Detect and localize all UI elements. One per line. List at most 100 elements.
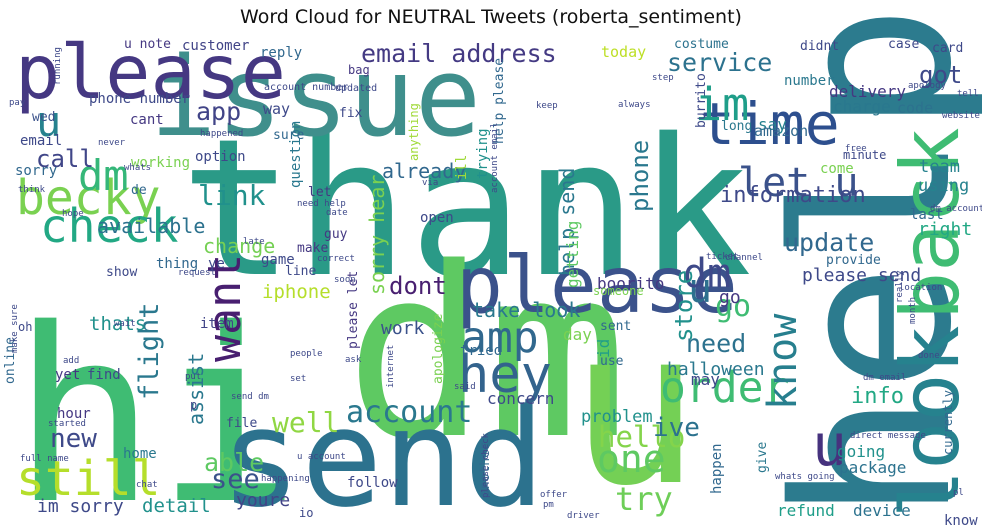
word-update: update (784, 228, 874, 257)
word-sorry-hear: sorry hear (365, 175, 389, 295)
word-new: new (50, 424, 97, 454)
word-work: work (381, 318, 425, 339)
word-right: right (918, 219, 972, 240)
word-know: know (944, 513, 978, 527)
word-service: service (667, 48, 772, 77)
word-show: show (106, 265, 137, 280)
word-youre: youre (236, 490, 290, 511)
word-someone: someone (593, 284, 644, 298)
word-thank: thank (180, 98, 752, 319)
word-dm-email: dm email (863, 373, 906, 383)
word-way: way (263, 100, 290, 118)
word-look: look (884, 325, 977, 518)
word-help-please: help please (492, 58, 507, 144)
word-channel: channel (725, 253, 763, 263)
word-make-sure: make sure (10, 304, 20, 353)
word-another: another (478, 442, 493, 497)
word-io: io (299, 506, 313, 520)
word-sorry: sorry (15, 163, 57, 179)
word-becky: becky (16, 170, 161, 226)
word-may: may (691, 370, 720, 389)
word-people: people (290, 349, 323, 359)
word-always: always (618, 100, 651, 110)
word-im: im (695, 78, 749, 131)
word-halloween: halloween (667, 359, 765, 380)
word-call: call (36, 145, 94, 173)
word-team: team (919, 157, 960, 177)
word-website: website (942, 111, 980, 121)
word-thing: thing (156, 256, 198, 272)
word-keep: keep (536, 101, 558, 111)
word-concern: concern (487, 389, 554, 408)
word-happen: happen (709, 443, 725, 494)
word-device: device (853, 501, 911, 520)
word-number: number (784, 73, 835, 89)
word-said: said (454, 382, 476, 392)
word-need: need (686, 329, 746, 358)
word-account: account (346, 395, 472, 430)
word-problem: problem (581, 407, 653, 427)
word-add: add (63, 356, 79, 366)
word-account-email: account email (490, 123, 500, 193)
word-offer: offer (540, 490, 568, 500)
word-late: late (243, 237, 265, 247)
word-sure: sure (273, 128, 304, 143)
word-line: line (285, 264, 316, 279)
word-didnt: didnt (800, 39, 839, 54)
word-refund: refund (777, 501, 835, 520)
word-running: running (53, 47, 63, 85)
word-flight: flight (134, 302, 165, 400)
word-well: well (272, 406, 339, 439)
word-location: location (899, 283, 942, 293)
word-pm: pm (543, 500, 554, 510)
word-wait: wait (114, 319, 136, 329)
word-put: put (185, 372, 201, 382)
word-long: long (721, 119, 752, 134)
word-already: already (382, 159, 466, 183)
word-ive: ive (653, 413, 700, 443)
word-oh: oh (18, 320, 32, 334)
word-thats: thats (89, 313, 146, 335)
word-bag: bag (348, 63, 370, 77)
word-pl: pl (953, 488, 964, 498)
word-make: make (297, 241, 328, 256)
word-date: date (326, 208, 348, 218)
word-request: request (178, 268, 216, 278)
word-option: option (195, 149, 246, 165)
word-month: month (908, 297, 918, 324)
word-iphone: iphone (262, 281, 331, 303)
word-got: got (919, 61, 962, 89)
word-package: package (839, 458, 906, 477)
word-currently: currently (941, 390, 955, 455)
word-info: info (851, 384, 904, 409)
word-full-name: full name (20, 454, 69, 464)
word-u-account: u account (297, 452, 346, 462)
word-check: check (40, 199, 178, 253)
word-try: try (615, 480, 673, 518)
word-time: time (700, 90, 840, 158)
word-item: item (200, 316, 234, 332)
word-follow: follow (347, 475, 398, 491)
word-yet: yet (55, 367, 80, 383)
word-amp: amp (461, 313, 539, 363)
word-app: app (196, 97, 241, 126)
word-tell-u: tell u (957, 89, 982, 99)
word-wed: wed (32, 110, 55, 125)
word-soon: soon (334, 275, 356, 285)
word-delivery: delivery (829, 82, 906, 101)
word-boorito: boorito (597, 274, 664, 293)
word-u: u (570, 282, 699, 527)
word-code: code (897, 99, 933, 117)
word-see: see (211, 464, 260, 495)
word-dont: dont (389, 272, 447, 300)
word-chat: chat (136, 480, 158, 490)
word-take-look: take look (472, 298, 580, 322)
word-go: go (719, 287, 741, 308)
word-detail: detail (142, 495, 211, 517)
word-step: step (652, 73, 674, 83)
word-come: come (820, 161, 854, 177)
word-customer: customer (182, 38, 249, 54)
word-direct-message: direct message (850, 431, 926, 441)
word-free: free (845, 144, 867, 154)
word-dm-account: dm account (930, 204, 982, 214)
